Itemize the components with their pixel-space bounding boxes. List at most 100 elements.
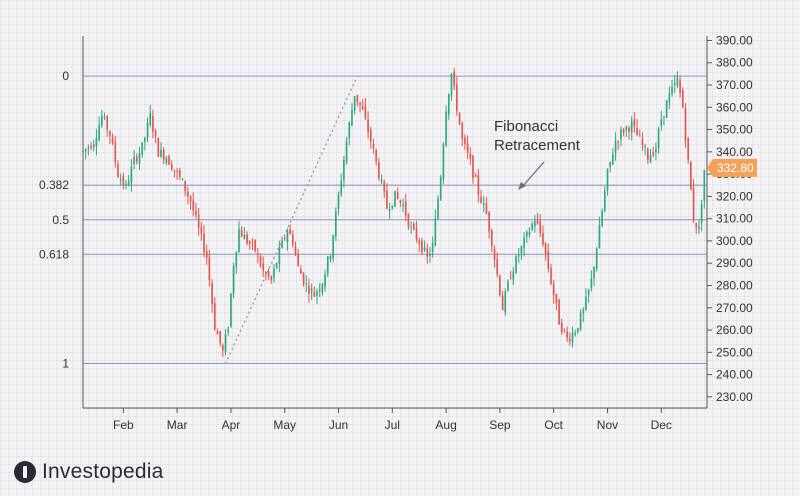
candle-body (415, 227, 418, 240)
candle-body (84, 148, 87, 152)
candle-body (423, 247, 426, 251)
candle-body (222, 345, 224, 351)
candle-body (571, 332, 574, 343)
candle-body (195, 210, 197, 215)
fib-level-label: 0.382 (39, 178, 69, 192)
y-tick-label: 390.00 (716, 33, 753, 47)
candle-body (563, 329, 566, 331)
candle-body (585, 296, 587, 310)
candle-body (254, 239, 256, 251)
candle-body (117, 164, 119, 178)
candle-body (431, 242, 434, 253)
candle-body (286, 231, 289, 242)
candle-body (690, 161, 692, 190)
candle-body (692, 187, 695, 222)
candle-body (176, 170, 178, 172)
candle-body (512, 271, 515, 280)
y-tick-label: 310.00 (716, 212, 753, 226)
candle-body (652, 152, 655, 156)
candle-body (523, 237, 525, 248)
candle-body (205, 251, 208, 258)
candle-body (490, 230, 493, 247)
candle-body (598, 225, 601, 249)
candle-body (326, 256, 329, 274)
candle-body (466, 143, 469, 153)
candle-body (187, 191, 189, 197)
candle-body (302, 272, 305, 285)
candle-body (246, 234, 248, 244)
y-tick-label: 280.00 (716, 278, 753, 292)
candle-body (197, 214, 200, 228)
candle-body (265, 272, 267, 275)
candle-body (144, 137, 146, 142)
candle-body (439, 176, 442, 200)
candle-body (429, 254, 431, 257)
candle-body (232, 265, 235, 294)
candle-body (568, 339, 571, 342)
candle-body (240, 229, 243, 237)
candle-body (235, 251, 238, 268)
candle-body (528, 232, 531, 235)
y-tick-label: 350.00 (716, 123, 753, 137)
candle-body (582, 309, 585, 314)
candle-body (157, 138, 160, 157)
candle-body (367, 119, 369, 133)
candle-body (146, 122, 149, 138)
candle-body (612, 154, 614, 165)
candle-body (485, 203, 488, 214)
candle-body (472, 155, 474, 179)
candle-body (243, 234, 246, 240)
candle-body (620, 129, 622, 140)
candle-body (361, 105, 364, 110)
candle-body (248, 241, 251, 244)
y-tick-label: 290.00 (716, 256, 753, 270)
candle-body (160, 149, 162, 157)
candle-body (482, 202, 485, 206)
candle-body (256, 253, 259, 255)
y-tick-label: 360.00 (716, 100, 753, 114)
candle-body (539, 221, 542, 234)
candle-body (334, 211, 337, 237)
candle-body (92, 144, 95, 148)
candle-body (364, 106, 367, 119)
fib-level-label: 0 (62, 69, 69, 83)
candle-body (345, 140, 348, 163)
candle-body (95, 137, 98, 147)
candle-body (655, 148, 657, 153)
candle-body (437, 198, 439, 219)
candle-body (270, 276, 273, 281)
candle-body (230, 293, 232, 327)
candle-body (106, 116, 109, 130)
candle-body (646, 148, 649, 160)
candle-body (324, 274, 326, 287)
candle-body (275, 263, 278, 268)
candle-body (531, 223, 534, 230)
fibonacci-annotation: Fibonacci Retracement (494, 118, 581, 190)
investopedia-logo: Investopedia (14, 460, 164, 484)
candle-body (203, 233, 205, 253)
candle-body (660, 119, 663, 126)
annotation-arrowhead (518, 182, 526, 190)
candle-body (617, 141, 620, 143)
candle-body (536, 219, 539, 224)
candle-body (445, 111, 447, 146)
candle-body (555, 293, 558, 303)
candle-body (703, 170, 706, 201)
candle-body (418, 240, 421, 244)
x-tick-label: Jun (329, 418, 348, 432)
candle-body (356, 94, 359, 102)
candle-body (681, 90, 684, 108)
candle-body (534, 220, 536, 227)
last-price-badge: 332.80 (707, 158, 757, 177)
candle-body (593, 267, 595, 279)
y-tick-label: 230.00 (716, 390, 753, 404)
candle-body (100, 115, 103, 126)
candle-body (340, 180, 343, 195)
candle-body (566, 331, 568, 338)
candle-body (109, 130, 111, 136)
candle-body (461, 123, 464, 139)
candle-body (369, 129, 372, 142)
candle-body (267, 271, 270, 277)
candle-body (657, 129, 660, 149)
